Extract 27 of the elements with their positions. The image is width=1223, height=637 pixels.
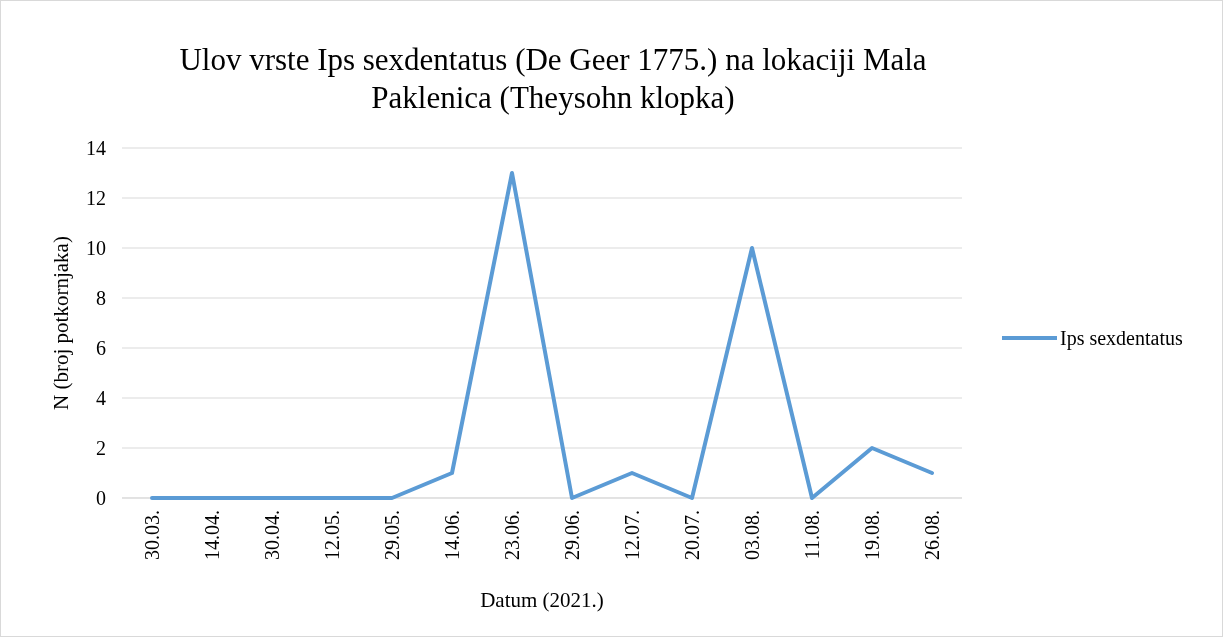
x-tick-label: 19.08. [861,510,883,560]
x-tick-label: 30.03. [141,510,163,560]
x-tick-label: 23.06. [501,510,523,560]
y-tick-label: 8 [96,287,106,309]
y-tick-label: 6 [96,337,106,359]
y-tick-label: 2 [96,437,106,459]
x-tick-label: 26.08. [921,510,943,560]
x-tick-label: 12.07. [621,510,643,560]
y-tick-label: 4 [96,387,106,409]
y-tick-label: 12 [86,187,106,209]
y-tick-label: 0 [96,487,106,509]
x-axis-title: Datum (2021.) [480,588,604,612]
y-tick-label: 10 [86,237,106,259]
x-tick-label: 12.05. [321,510,343,560]
y-tick-label: 14 [86,137,106,159]
chart-title: Ulov vrste Ips sexdentatus (De Geer 1775.) na lokaciji Mala Paklenica (Theysohn klopka) [179,42,927,115]
x-tick-label: 14.04. [201,510,223,560]
x-tick-label: 14.06. [441,510,463,560]
x-tick-label: 03.08. [741,510,763,560]
x-tick-label: 20.07. [681,510,703,560]
y-axis-title: N (broj potkornjaka) [49,236,73,410]
x-tick-label: 11.08. [801,510,823,560]
legend-label: Ips sexdentatus [1060,327,1183,350]
x-tick-label: 29.06. [561,510,583,560]
line-series [150,171,934,500]
x-tick-label: 29.05. [381,510,403,560]
x-tick-label: 30.04. [261,510,283,560]
